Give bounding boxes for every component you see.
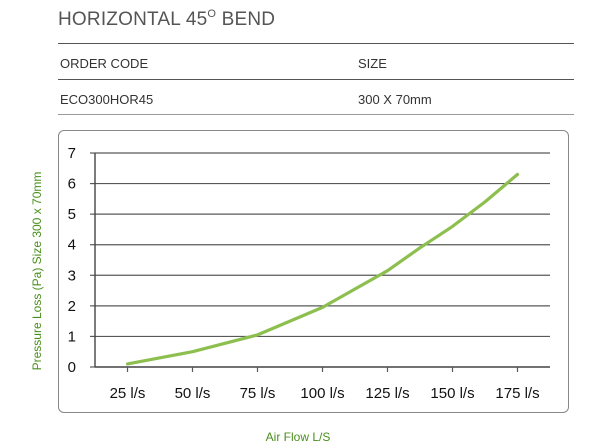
x-tick-label: 25 l/s <box>110 385 146 402</box>
x-tick-label: 50 l/s <box>175 385 211 402</box>
y-tick-label: 1 <box>68 328 76 345</box>
y-tick-label: 3 <box>68 267 76 284</box>
data-point <box>288 319 292 323</box>
data-point <box>483 200 487 204</box>
y-tick-label: 4 <box>68 237 76 254</box>
chart-frame <box>58 130 569 413</box>
x-tick-label: 100 l/s <box>300 385 344 402</box>
order-code-value: ECO300HOR45 <box>60 92 154 107</box>
x-tick-label: 175 l/s <box>495 385 539 402</box>
x-axis-label: Air Flow L/S <box>265 430 331 444</box>
order-code-header: ORDER CODE <box>60 56 149 71</box>
y-tick-label: 0 <box>68 359 76 376</box>
page-title: HORIZONTAL 45O BEND <box>58 8 276 30</box>
data-point <box>516 173 519 176</box>
y-tick-label: 6 <box>68 176 76 193</box>
size-header: SIZE <box>358 56 387 71</box>
x-tick-label: 125 l/s <box>365 385 409 402</box>
header-rule <box>58 43 574 44</box>
y-tick-label: 7 <box>68 145 76 162</box>
x-tick-labels: 25 l/s 50 l/s 75 l/s 100 l/s 125 l/s 150 l/s 1… <box>110 367 540 402</box>
x-tick-label: 75 l/s <box>240 385 276 402</box>
series-line-0 <box>125 172 520 366</box>
data-point <box>451 225 454 228</box>
y-tick-labels: 0 1 2 3 4 5 6 7 <box>68 145 76 376</box>
data-point <box>256 333 259 337</box>
grid-lines <box>90 152 550 368</box>
data-point <box>321 306 324 309</box>
data-point <box>353 287 357 291</box>
data-point <box>126 362 129 366</box>
data-point <box>191 350 194 353</box>
y-axis-label: Pressure Loss (Pa) Size 300 x 70mm <box>30 171 44 371</box>
data-point <box>386 269 389 272</box>
y-tick-label: 2 <box>68 298 76 315</box>
data-point <box>418 246 422 249</box>
y-tick-label: 5 <box>68 206 76 223</box>
x-tick-label: 150 l/s <box>430 385 474 402</box>
series-layer <box>125 172 520 366</box>
table-bottom-rule <box>58 114 574 115</box>
table-header-rule <box>58 79 574 80</box>
size-value: 300 X 70mm <box>358 92 432 107</box>
